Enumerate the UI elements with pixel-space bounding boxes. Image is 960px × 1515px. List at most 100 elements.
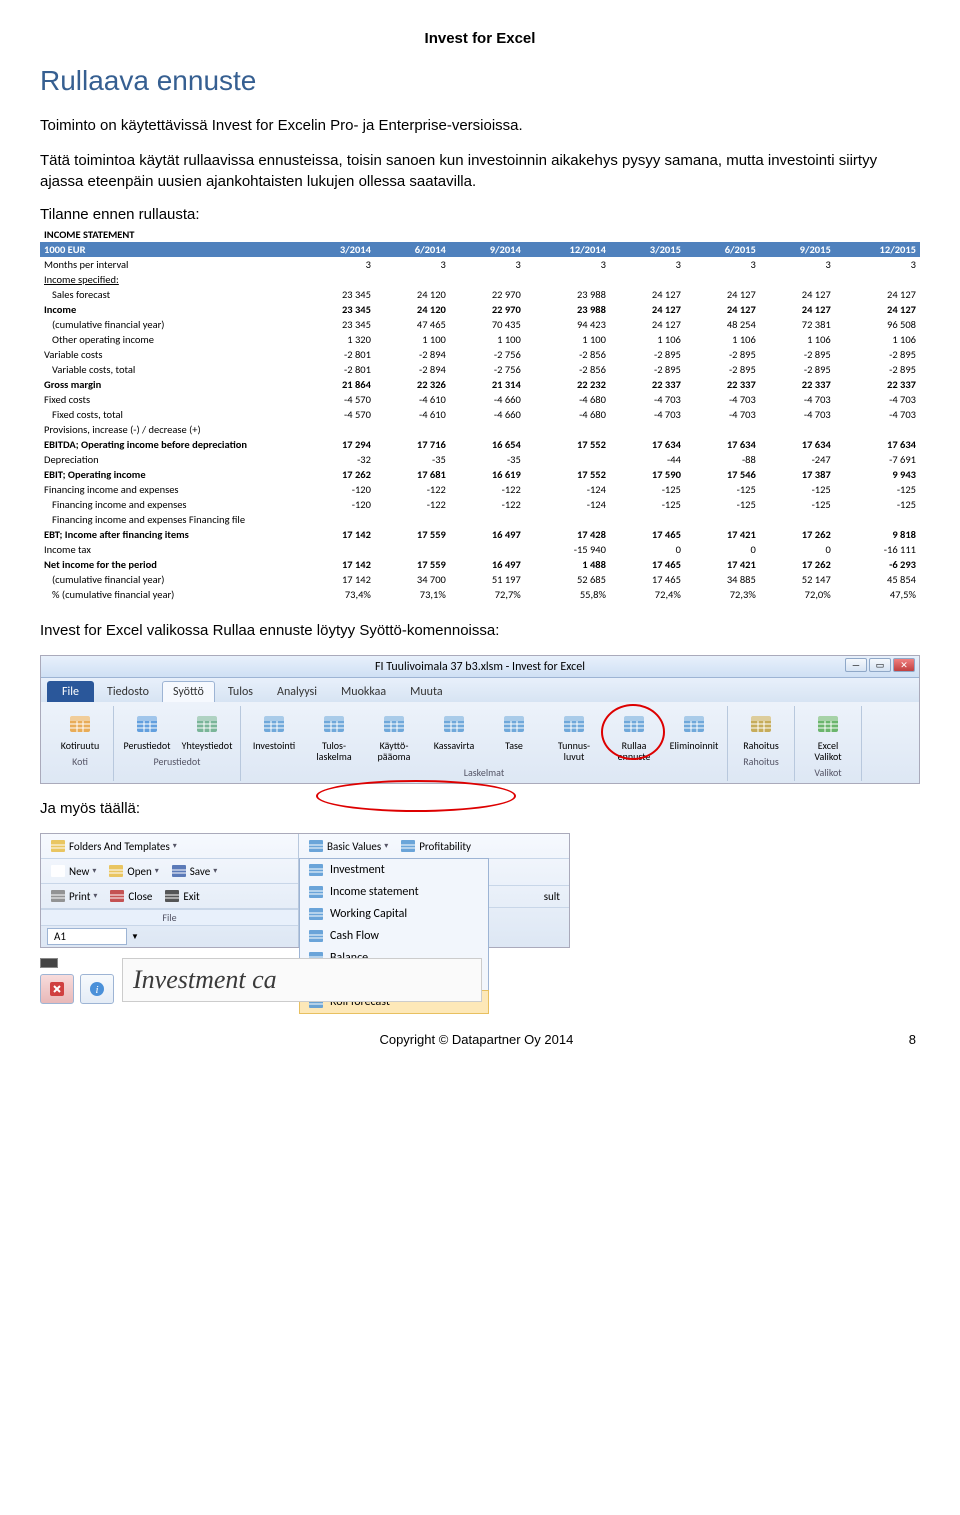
cell-value: -125 bbox=[685, 497, 760, 512]
cell-value: 17 142 bbox=[300, 527, 375, 542]
cell-value bbox=[375, 422, 450, 437]
cell-value: 47 465 bbox=[375, 317, 450, 332]
ribbon-button[interactable]: Kotiruutu bbox=[53, 708, 107, 753]
cancel-button[interactable] bbox=[40, 974, 74, 1004]
footer-page-number: 8 bbox=[909, 1032, 916, 1047]
row-label: Gross margin bbox=[40, 377, 300, 392]
window-minimize-button[interactable]: — bbox=[845, 658, 867, 672]
toolbar-button[interactable]: Close bbox=[104, 886, 157, 906]
cell-value: 1 106 bbox=[685, 332, 760, 347]
cell-value: -6 293 bbox=[835, 557, 920, 572]
menu-item[interactable]: Income statement bbox=[300, 881, 488, 903]
cell-value: 23 345 bbox=[300, 287, 375, 302]
intro-para-1: Toiminto on käytettävissä Invest for Exc… bbox=[40, 115, 920, 136]
ribbon-button[interactable]: Kassavirta bbox=[427, 708, 481, 753]
cell-value bbox=[685, 422, 760, 437]
window-close-button[interactable]: ✕ bbox=[893, 658, 915, 672]
menu-item[interactable]: Cash Flow bbox=[300, 925, 488, 947]
cell-value: 16 497 bbox=[450, 557, 525, 572]
cell-value: 24 127 bbox=[610, 302, 685, 317]
ribbon-tab[interactable]: Tiedosto bbox=[96, 681, 160, 702]
ribbon-tab[interactable]: Analyysi bbox=[266, 681, 328, 702]
menu-item[interactable]: Working Capital bbox=[300, 903, 488, 925]
ribbon-tab[interactable]: Muuta bbox=[399, 681, 454, 702]
table-icon bbox=[259, 710, 289, 738]
cell-value: 24 127 bbox=[835, 287, 920, 302]
info-button[interactable]: i bbox=[80, 974, 114, 1004]
row-label: Variable costs, total bbox=[40, 362, 300, 377]
cell-value: -2 895 bbox=[610, 347, 685, 362]
row-label: Depreciation bbox=[40, 452, 300, 467]
ribbon-tab[interactable]: Muokkaa bbox=[330, 681, 397, 702]
cell-value: 22 337 bbox=[685, 377, 760, 392]
ribbon-button[interactable]: Excel Valikot bbox=[801, 708, 855, 764]
cell-value: 23 345 bbox=[300, 302, 375, 317]
row-label: Other operating income bbox=[40, 332, 300, 347]
cell-value: -2 895 bbox=[835, 347, 920, 362]
cell-value: 1 106 bbox=[835, 332, 920, 347]
cell-value: -16 111 bbox=[835, 542, 920, 557]
row-label: Income specified: bbox=[40, 272, 300, 287]
cell-value: 17 634 bbox=[835, 437, 920, 452]
cell-value bbox=[610, 512, 685, 527]
cell-value: -122 bbox=[375, 497, 450, 512]
toolbar-button[interactable]: Folders And Templates▾ bbox=[45, 836, 182, 856]
cell-value: -4 610 bbox=[375, 407, 450, 422]
ribbon-button[interactable]: Yhteystiedot bbox=[180, 708, 234, 753]
cell-value: 1 100 bbox=[375, 332, 450, 347]
toolbar-button-label: Profitability bbox=[419, 840, 471, 853]
ribbon-group: KotiruutuKoti bbox=[47, 706, 114, 781]
ribbon-button-label: Yhteystiedot bbox=[182, 740, 233, 751]
window-maximize-button[interactable]: ▭ bbox=[869, 658, 891, 672]
ribbon-button[interactable]: Rahoitus bbox=[734, 708, 788, 753]
cell-value: 17 465 bbox=[610, 572, 685, 587]
toolbar-button[interactable]: Open▾ bbox=[103, 861, 163, 881]
toolbar-button[interactable]: Exit bbox=[159, 886, 204, 906]
ribbon-button[interactable]: Investointi bbox=[247, 708, 301, 753]
menu-item[interactable]: Investment bbox=[300, 859, 488, 881]
cell-value: -4 703 bbox=[760, 392, 835, 407]
row-label: EBT; Income after financing items bbox=[40, 527, 300, 542]
toolbar-button[interactable]: Basic Values▾ bbox=[303, 836, 393, 856]
ribbon-button[interactable]: Perustiedot bbox=[120, 708, 174, 753]
table-row: Variable costs-2 801-2 894-2 756-2 856-2… bbox=[40, 347, 920, 362]
cell-value: -7 691 bbox=[835, 452, 920, 467]
ribbon-button[interactable]: Käyttö- pääoma bbox=[367, 708, 421, 764]
cell-value: 70 435 bbox=[450, 317, 525, 332]
para-ribbon-intro: Invest for Excel valikossa Rullaa ennust… bbox=[40, 620, 920, 641]
ribbon-tab[interactable]: File bbox=[47, 681, 94, 702]
group-label-file: File bbox=[41, 909, 298, 925]
cell-value: -124 bbox=[525, 482, 610, 497]
ribbon-button[interactable]: Tulos- laskelma bbox=[307, 708, 361, 764]
cell-value: -4 570 bbox=[300, 407, 375, 422]
toolbar-button[interactable]: Profitability bbox=[395, 836, 476, 856]
ribbon-button[interactable]: Rullaa ennuste bbox=[607, 708, 661, 764]
cell-value: 21 864 bbox=[300, 377, 375, 392]
intro-para-2: Tätä toimintoa käytät rullaavissa ennust… bbox=[40, 150, 920, 192]
ribbon-button-label: Excel Valikot bbox=[814, 740, 841, 762]
ribbon-tab[interactable]: Syöttö bbox=[162, 681, 215, 702]
cell-value: 9 943 bbox=[835, 467, 920, 482]
table-row: EBT; Income after financing items17 1421… bbox=[40, 527, 920, 542]
row-label: Provisions, increase (-) / decrease (+) bbox=[40, 422, 300, 437]
toolbar-button[interactable]: Save▾ bbox=[166, 861, 223, 881]
ribbon-tab[interactable]: Tulos bbox=[217, 681, 264, 702]
ribbon-button[interactable]: Eliminoinnit bbox=[667, 708, 721, 753]
ribbon-button[interactable]: Tunnus- luvut bbox=[547, 708, 601, 764]
table-row: Gross margin21 86422 32621 31422 23222 3… bbox=[40, 377, 920, 392]
toolbar-button[interactable]: Print▾ bbox=[45, 886, 102, 906]
cell-value: 9 818 bbox=[835, 527, 920, 542]
cell-value bbox=[450, 512, 525, 527]
cell-value: 52 685 bbox=[525, 572, 610, 587]
row-label: Financing income and expenses bbox=[40, 497, 300, 512]
ribbon-button-label: Perustiedot bbox=[124, 740, 171, 751]
cell-value: -4 660 bbox=[450, 407, 525, 422]
row-label: (cumulative financial year) bbox=[40, 572, 300, 587]
toolbar-button[interactable]: New▾ bbox=[45, 861, 101, 881]
toolbar-button-label: Print bbox=[69, 890, 90, 903]
ribbon-button[interactable]: Tase bbox=[487, 708, 541, 753]
row-label: Income tax bbox=[40, 542, 300, 557]
row-label: Fixed costs, total bbox=[40, 407, 300, 422]
cell-value: 3 bbox=[450, 257, 525, 272]
cell-reference-box[interactable]: A1 bbox=[47, 928, 127, 945]
